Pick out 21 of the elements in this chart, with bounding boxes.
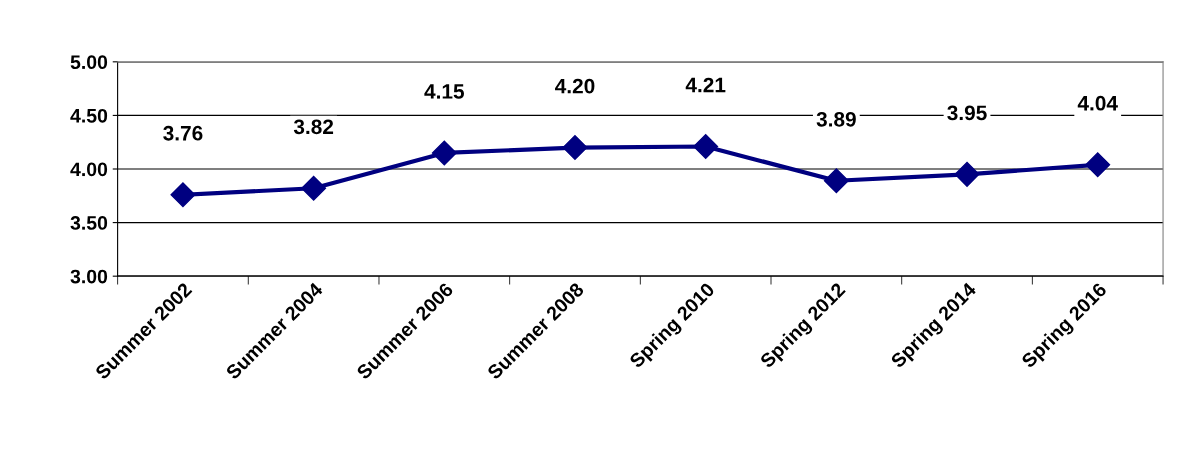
text: 4.20: [555, 78, 595, 94]
point: [562, 135, 588, 161]
y-tick-label: 3.00: [70, 269, 108, 284]
point: [693, 134, 719, 159]
point: [1085, 152, 1111, 178]
point: [823, 168, 849, 194]
y-tick-label: 4.00: [70, 162, 108, 177]
text: 3.95: [947, 105, 987, 121]
point: [170, 182, 196, 208]
text: 3.76: [163, 125, 203, 141]
text: 3.82: [293, 119, 334, 135]
y-tick-label: 3.50: [70, 216, 108, 230]
text: 4.21: [685, 77, 726, 93]
point: [431, 140, 457, 166]
point: [954, 161, 980, 187]
y-tick-label: 5.00: [70, 55, 108, 70]
text: 4.15: [424, 84, 465, 99]
text: 4.04: [1077, 95, 1118, 111]
point: [301, 175, 327, 201]
y-tick-label: 4.50: [70, 108, 108, 123]
text: 3.89: [816, 111, 856, 127]
